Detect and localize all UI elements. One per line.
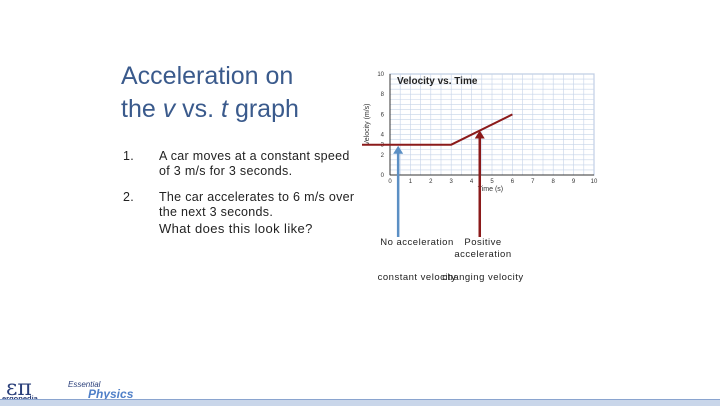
series-line — [362, 113, 513, 146]
footer-bar — [0, 399, 720, 406]
list-item-1: 1. A car moves at a constant speed of 3 … — [123, 149, 353, 181]
logo-tag-physics: Physics — [88, 387, 134, 401]
list-item-text: The car accelerates to 6 m/s over the ne… — [159, 190, 355, 219]
y-tick-label: 0 — [381, 173, 385, 179]
list-item-text: A car moves at a constant speed of 3 m/s… — [159, 149, 350, 178]
x-tick-label: 9 — [572, 179, 576, 185]
title-line-1: Acceleration on — [121, 62, 294, 90]
question-text: What does this look like? — [159, 221, 313, 236]
arrow-no-acceleration-head — [393, 145, 404, 154]
y-tick-label: 4 — [381, 133, 385, 139]
x-tick-label: 10 — [591, 179, 598, 185]
y-tick-label: 10 — [377, 72, 384, 78]
x-tick-label: 5 — [490, 179, 494, 185]
x-tick-label: 6 — [511, 179, 515, 185]
y-tick-label: 6 — [381, 112, 385, 118]
list-item-number: 1. — [123, 149, 135, 163]
x-tick-label: 8 — [552, 179, 556, 185]
list-item-number: 2. — [123, 190, 135, 204]
annotation-changing-velocity: changing velocity — [442, 272, 524, 283]
slide-title: Acceleration on the v vs. t graph — [121, 60, 361, 126]
list-item-2: 2. The car accelerates to 6 m/s over the… — [123, 190, 354, 222]
y-tick-label: 2 — [381, 153, 385, 159]
x-tick-label: 1 — [409, 179, 413, 185]
title-line-2: the v vs. t graph — [121, 95, 299, 123]
ergopedia-logo-icon: επ — [6, 376, 32, 401]
x-tick-label: 0 — [388, 179, 392, 185]
logo-name: ergopedia — [2, 394, 38, 403]
chart-title: Velocity vs. Time — [397, 76, 478, 87]
x-tick-label: 3 — [450, 179, 454, 185]
x-tick-label: 7 — [531, 179, 535, 185]
arrow-positive-acceleration-head — [474, 130, 485, 139]
annotation-positive-acceleration: Positive acceleration — [454, 237, 512, 260]
x-tick-label: 4 — [470, 179, 474, 185]
logo-tag-essential: Essential — [68, 380, 101, 389]
x-axis-label: Time (s) — [478, 186, 503, 193]
y-tick-label: 8 — [381, 92, 385, 98]
y-axis-label: Velocity (m/s) — [364, 103, 371, 145]
annotation-no-acceleration: No acceleration — [380, 237, 454, 248]
annotation-constant-velocity: constant velocity — [377, 272, 457, 283]
x-tick-label: 2 — [429, 179, 433, 185]
